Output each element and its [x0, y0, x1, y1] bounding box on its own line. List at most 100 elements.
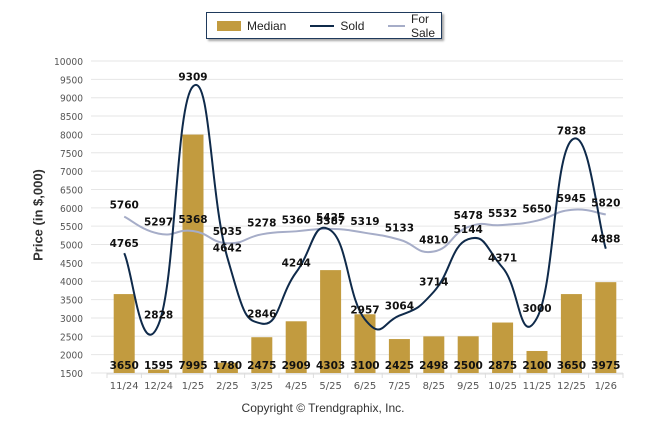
x-tick-label: 8/25	[423, 381, 445, 392]
copyright-text: Copyright © Trendgraphix, Inc.	[241, 401, 405, 415]
median-value-label: 2875	[488, 360, 517, 372]
for-sale-value-label: 5760	[110, 200, 139, 212]
sold-value-label: 5144	[454, 224, 483, 236]
median-value-label: 2498	[419, 360, 448, 372]
sold-value-label: 4888	[591, 234, 620, 246]
y-tick-label: 7500	[60, 149, 83, 160]
median-bar	[595, 282, 617, 373]
x-tick-label: 7/25	[388, 381, 410, 392]
median-value-label: 2100	[522, 360, 551, 372]
median-value-label: 2909	[282, 360, 311, 372]
median-bar	[526, 350, 548, 373]
sold-value-label: 3064	[385, 301, 414, 313]
sold-value-label: 2828	[144, 309, 173, 321]
legend-for-sale-label: For Sale	[411, 11, 436, 40]
sold-value-label: 4765	[110, 238, 139, 250]
for-sale-value-label: 5035	[213, 226, 242, 238]
x-tick-label: 1/26	[595, 381, 617, 392]
gridlines	[91, 60, 623, 374]
median-bar	[216, 362, 238, 373]
x-tick-label: 2/25	[216, 381, 238, 392]
y-tick-label: 8000	[60, 130, 83, 141]
legend-item-for-sale[interactable]: For Sale	[374, 12, 442, 40]
for-sale-value-label: 5368	[178, 214, 207, 226]
x-tick-label: 11/24	[110, 381, 139, 392]
median-value-label: 1780	[213, 360, 242, 372]
median-bars	[113, 134, 617, 373]
y-tick-label: 5500	[60, 222, 83, 233]
for-sale-value-label: 5133	[385, 223, 414, 235]
sold-value-label: 9309	[178, 71, 207, 83]
for-sale-value-label: 5278	[247, 217, 276, 229]
y-tick-label: 6500	[60, 185, 83, 196]
sold-value-label: 7838	[557, 125, 586, 137]
for-sale-value-label: 5945	[557, 193, 586, 205]
x-tick-label: 12/24	[144, 381, 173, 392]
legend-item-median[interactable]: Median	[217, 19, 286, 33]
median-bar	[113, 294, 135, 373]
for-sale-value-label: 5478	[454, 210, 483, 222]
for-sale-value-label: 4810	[419, 235, 448, 247]
median-bar	[354, 314, 376, 373]
y-tick-label: 1500	[60, 369, 83, 380]
x-tick-label: 9/25	[457, 381, 479, 392]
y-tick-label: 2000	[60, 351, 83, 362]
y-tick-label: 7000	[60, 167, 83, 178]
x-tick-label: 11/25	[523, 381, 552, 392]
chart-legend: Median Sold For Sale	[206, 12, 442, 40]
sold-value-label: 2846	[247, 309, 276, 321]
y-tick-label: 5000	[60, 241, 83, 252]
for-sale-value-label: 5650	[522, 204, 551, 216]
y-tick-label: 9000	[60, 94, 83, 105]
median-bar	[148, 369, 170, 373]
x-tick-label: 3/25	[251, 381, 273, 392]
x-tick-label: 1/25	[182, 381, 204, 392]
median-bar	[492, 322, 514, 373]
median-bar	[320, 270, 342, 373]
y-tick-label: 9500	[60, 75, 83, 86]
y-tick-label: 10000	[54, 57, 83, 68]
median-value-label: 2425	[385, 360, 414, 372]
y-tick-label: 4000	[60, 277, 83, 288]
median-value-label: 2475	[247, 360, 276, 372]
median-swatch-icon	[217, 20, 241, 31]
for-sale-line	[123, 208, 606, 254]
y-tick-label: 4500	[60, 259, 83, 270]
y-axis-ticks: 1500 2000 2500 3000 3500 4000 4500 5000 5500 6000…	[54, 57, 83, 380]
median-value-label: 3650	[110, 360, 139, 372]
median-bar	[457, 336, 479, 373]
median-value-label: 4303	[316, 360, 345, 372]
sold-value-label: 4642	[213, 243, 242, 255]
for-sale-value-label: 5360	[282, 214, 311, 226]
sold-value-label: 4244	[282, 257, 311, 269]
legend-item-sold[interactable]: Sold	[296, 19, 364, 33]
median-value-label: 3100	[350, 360, 379, 372]
x-tick-label: 5/25	[319, 381, 341, 392]
y-axis-label: Price (in $,000)	[30, 169, 46, 261]
sold-value-label: 4371	[488, 253, 517, 265]
x-tick-label: 6/25	[354, 381, 376, 392]
legend-sold-label: Sold	[340, 18, 365, 33]
for-sale-value-label: 5425	[316, 212, 345, 224]
for-sale-value-label: 5297	[144, 217, 173, 229]
median-bar	[560, 294, 582, 373]
median-bar	[388, 339, 410, 373]
y-tick-label: 3000	[60, 314, 83, 325]
line-series	[123, 83, 607, 336]
legend-median-label: Median	[247, 18, 287, 33]
for-sale-value-label: 5532	[488, 208, 517, 220]
sold-line	[123, 83, 607, 336]
median-value-label: 3975	[591, 360, 620, 372]
sold-value-label: 2957	[350, 305, 379, 317]
for-sale-value-label: 5319	[350, 216, 379, 228]
median-bar	[285, 321, 307, 373]
for-sale-line-icon	[388, 24, 405, 27]
sold-value-label: 3000	[522, 303, 551, 315]
median-value-label: 1595	[144, 360, 173, 372]
data-labels: 3650 1595 7995 1780 2475 2909 4303 3100 2425 2498…	[110, 71, 621, 372]
median-value-label: 3650	[557, 360, 586, 372]
median-value-label: 7995	[178, 360, 207, 372]
x-axis: 11/24 12/24 1/25 2/25 3/25 4/25 5/25 6/25 7/25 8/…	[106, 373, 624, 392]
x-tick-label: 10/25	[488, 381, 517, 392]
